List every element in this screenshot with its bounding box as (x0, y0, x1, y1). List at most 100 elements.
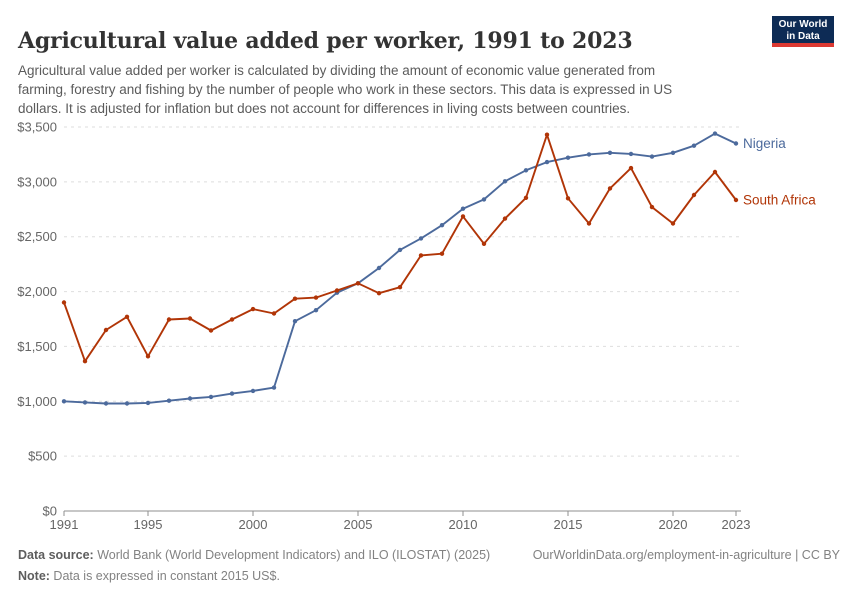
x-tick-label-2015: 2015 (554, 517, 583, 532)
nigeria-point-1994[interactable] (124, 401, 130, 406)
x-tick-label-1995: 1995 (134, 517, 163, 532)
page-title: Agricultural value added per worker, 199… (18, 27, 633, 54)
south-africa-point-2003[interactable] (313, 295, 319, 300)
south-africa-point-2011[interactable] (481, 241, 487, 246)
subtitle-line-2: farming, forestry and fishing by the num… (18, 82, 673, 97)
south-africa-point-2005[interactable] (355, 281, 361, 286)
south-africa-point-2010[interactable] (460, 214, 466, 219)
nigeria-point-1992[interactable] (82, 400, 88, 405)
nigeria-point-2010[interactable] (460, 206, 466, 211)
south-africa-point-2009[interactable] (439, 251, 445, 256)
south-africa-point-2000[interactable] (250, 306, 256, 312)
owid-logo-line2: in Data (786, 31, 820, 42)
south-africa-point-2019[interactable] (649, 204, 655, 210)
nigeria-point-2015[interactable] (565, 155, 571, 160)
south-africa-point-1998[interactable] (208, 328, 214, 333)
south-africa-point-2015[interactable] (565, 196, 571, 201)
y-tick-label-500: $500 (28, 449, 57, 464)
x-tick-label-2010: 2010 (449, 517, 478, 532)
note-label: Note: (18, 569, 50, 583)
south-africa-point-2023[interactable] (733, 197, 739, 203)
nigeria-point-1998[interactable] (208, 394, 214, 400)
south-africa-point-2012[interactable] (502, 216, 508, 221)
data-source-label: Data source: (18, 548, 94, 562)
nigeria-point-2009[interactable] (439, 223, 445, 228)
nigeria-series-label[interactable]: Nigeria (743, 136, 786, 151)
x-tick-label-1991: 1991 (50, 517, 79, 532)
data-source-text: World Bank (World Development Indicators… (93, 548, 491, 562)
nigeria-point-2011[interactable] (481, 197, 487, 202)
nigeria-point-1993[interactable] (103, 401, 109, 406)
nigeria-point-1995[interactable] (145, 400, 151, 406)
subtitle-line-3: dollars. It is adjusted for inflation bu… (18, 101, 631, 116)
nigeria-point-2008[interactable] (418, 236, 424, 241)
nigeria-point-2003[interactable] (313, 308, 319, 313)
nigeria-point-2007[interactable] (397, 247, 403, 253)
south-africa-point-1995[interactable] (145, 354, 151, 359)
subtitle-line-1: Agricultural value added per worker is c… (18, 63, 656, 78)
south-africa-point-2013[interactable] (523, 195, 529, 200)
south-africa-point-1999[interactable] (229, 317, 235, 322)
south-africa-point-2002[interactable] (292, 296, 298, 301)
nigeria-point-2014[interactable] (544, 159, 550, 165)
attribution-link[interactable]: OurWorldinData.org/employment-in-agricul… (532, 548, 840, 562)
south-africa-point-2018[interactable] (628, 165, 634, 171)
nigeria-point-2022[interactable] (712, 131, 718, 136)
nigeria-point-2023[interactable] (733, 141, 739, 146)
south-africa-point-2016[interactable] (586, 221, 592, 226)
nigeria-point-2018[interactable] (628, 151, 634, 157)
x-tick-label-2023: 2023 (722, 517, 751, 532)
south-africa-point-2006[interactable] (376, 291, 382, 296)
x-tick-label-2000: 2000 (239, 517, 268, 532)
footer-source-row: Data source: World Bank (World Developme… (18, 548, 840, 562)
south-africa-point-2001[interactable] (271, 311, 277, 316)
chart-footer: Data source: World Bank (World Developme… (18, 548, 840, 583)
x-tick-label-2020: 2020 (659, 517, 688, 532)
south-africa-point-2007[interactable] (397, 285, 403, 290)
south-africa-point-1997[interactable] (187, 316, 193, 321)
south-africa-point-2021[interactable] (691, 192, 697, 198)
south-africa-point-2004[interactable] (334, 288, 340, 293)
nigeria-point-2021[interactable] (691, 143, 697, 148)
south-africa-point-2017[interactable] (607, 186, 613, 191)
nigeria-point-1997[interactable] (187, 396, 193, 401)
chart-subtitle: Agricultural value added per worker is c… (18, 61, 778, 118)
nigeria-point-2001[interactable] (271, 385, 277, 390)
nigeria-point-2012[interactable] (502, 179, 508, 184)
data-source: Data source: World Bank (World Developme… (18, 548, 490, 562)
south-africa-point-1996[interactable] (166, 317, 172, 322)
y-tick-label-3000: $3,000 (17, 174, 57, 189)
south-africa-series-label[interactable]: South Africa (743, 192, 816, 207)
owid-logo-line1: Our World (778, 19, 828, 30)
nigeria-point-2000[interactable] (250, 388, 256, 394)
south-africa-point-1994[interactable] (124, 314, 130, 319)
y-tick-label-2500: $2,500 (17, 229, 57, 244)
nigeria-point-2006[interactable] (376, 265, 382, 271)
footer-note-row: Note: Data is expressed in constant 2015… (18, 569, 840, 583)
y-tick-label-1000: $1,000 (17, 394, 57, 409)
x-tick-label-2005: 2005 (344, 517, 373, 532)
nigeria-point-1996[interactable] (166, 398, 172, 403)
owid-logo[interactable]: Our World in Data (772, 16, 834, 47)
south-africa-point-2008[interactable] (418, 253, 424, 258)
nigeria-point-2016[interactable] (586, 152, 592, 157)
south-africa-point-2022[interactable] (712, 169, 718, 175)
south-africa-point-1992[interactable] (82, 359, 88, 364)
nigeria-point-1991[interactable] (61, 399, 67, 404)
y-tick-label-0: $0 (43, 504, 57, 519)
y-tick-label-2000: $2,000 (17, 284, 57, 299)
south-africa-point-1991[interactable] (61, 300, 67, 305)
south-africa-point-1993[interactable] (103, 327, 109, 333)
y-tick-label-3500: $3,500 (17, 120, 57, 135)
nigeria-point-2002[interactable] (292, 319, 298, 324)
nigeria-point-2017[interactable] (607, 150, 613, 155)
south-africa-point-2014[interactable] (544, 132, 550, 137)
nigeria-point-2013[interactable] (523, 168, 529, 173)
nigeria-point-2020[interactable] (670, 150, 676, 155)
nigeria-point-1999[interactable] (229, 391, 235, 396)
nigeria-point-2019[interactable] (649, 154, 655, 159)
south-africa-point-2020[interactable] (670, 221, 676, 226)
note-text: Data is expressed in constant 2015 US$. (49, 569, 280, 583)
